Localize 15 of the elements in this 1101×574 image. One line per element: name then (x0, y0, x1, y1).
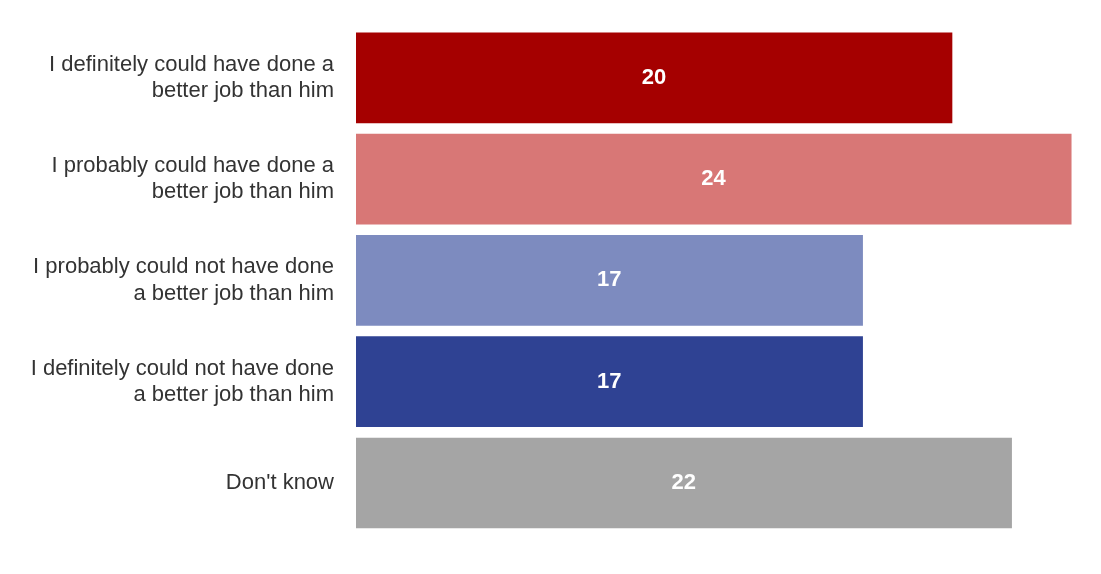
y-tick-label: I definitely could have done a better job than him (49, 50, 335, 103)
bar (356, 32, 953, 124)
data-label: 24 (701, 165, 727, 191)
bar (356, 133, 1072, 225)
y-tick-label: I probably could have done a better job than him (51, 151, 335, 204)
data-label: 22 (671, 469, 697, 495)
bar (356, 437, 1012, 529)
data-label: 20 (641, 63, 667, 89)
data-label: 17 (597, 266, 622, 292)
y-tick-label: I probably could not have done a better job than him (33, 253, 334, 305)
y-tick-label: I definitely could not have done a better job than him (30, 354, 334, 406)
y-tick-label: Don't know (225, 469, 335, 495)
bar (356, 336, 863, 428)
data-label: 17 (597, 367, 622, 393)
bar (356, 235, 863, 326)
